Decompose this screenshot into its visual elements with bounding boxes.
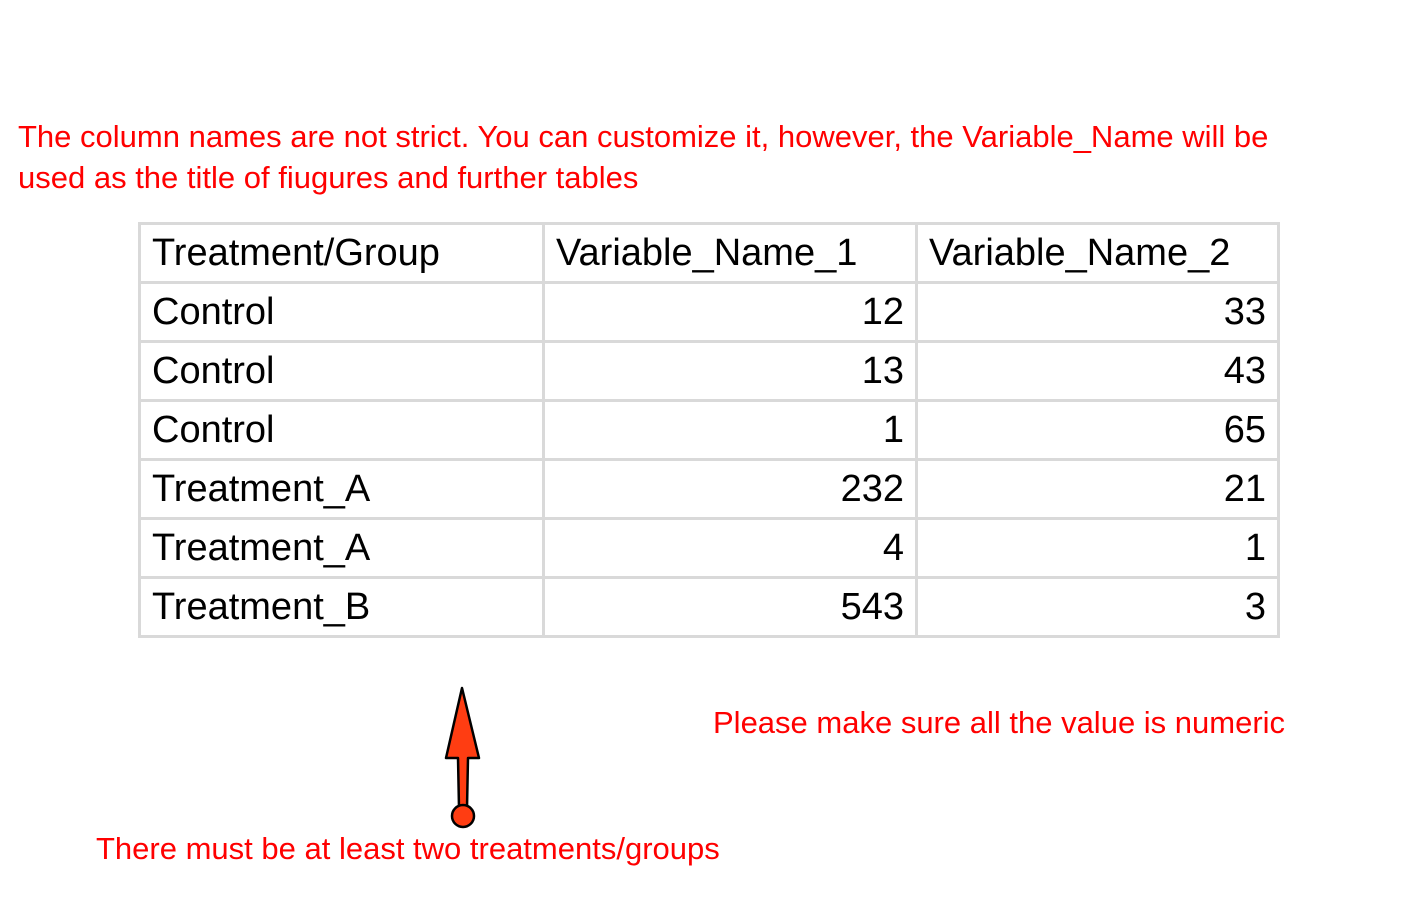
table-row: Control 12 33 <box>138 281 1280 343</box>
table-row: Treatment_A 4 1 <box>138 517 1280 579</box>
value-cell[interactable]: 543 <box>542 576 918 638</box>
value-cell[interactable]: 65 <box>915 399 1280 461</box>
group-cell[interactable]: Treatment_A <box>138 458 545 520</box>
table-row: Treatment_A 232 21 <box>138 458 1280 520</box>
value-cell[interactable]: 1 <box>915 517 1280 579</box>
table-row: Control 13 43 <box>138 340 1280 402</box>
value-cell[interactable]: 33 <box>915 281 1280 343</box>
group-cell[interactable]: Control <box>138 281 545 343</box>
value-cell[interactable]: 13 <box>542 340 918 402</box>
table-row: Treatment_B 543 3 <box>138 576 1280 638</box>
value-cell[interactable]: 4 <box>542 517 918 579</box>
value-cell[interactable]: 21 <box>915 458 1280 520</box>
value-cell[interactable]: 232 <box>542 458 918 520</box>
column-names-note-line-2: used as the title of fiugures and furthe… <box>18 160 639 195</box>
value-cell[interactable]: 12 <box>542 281 918 343</box>
groups-requirement-note: There must be at least two treatments/gr… <box>96 831 720 866</box>
header-variable-name-2[interactable]: Variable_Name_2 <box>915 222 1280 284</box>
column-names-note-line-1: The column names are not strict. You can… <box>18 119 1269 154</box>
group-cell[interactable]: Control <box>138 399 545 461</box>
group-cell[interactable]: Treatment_A <box>138 517 545 579</box>
numeric-values-note: Please make sure all the value is numeri… <box>713 705 1286 740</box>
example-data-table: Treatment/Group Variable_Name_1 Variable… <box>138 222 1280 638</box>
value-cell[interactable]: 3 <box>915 576 1280 638</box>
up-arrow-icon <box>444 686 481 829</box>
value-cell[interactable]: 1 <box>542 399 918 461</box>
header-variable-name-1[interactable]: Variable_Name_1 <box>542 222 918 284</box>
column-names-note: The column names are not strict. You can… <box>18 116 1268 198</box>
header-treatment-group[interactable]: Treatment/Group <box>138 222 545 284</box>
group-cell[interactable]: Control <box>138 340 545 402</box>
group-cell[interactable]: Treatment_B <box>138 576 545 638</box>
value-cell[interactable]: 43 <box>915 340 1280 402</box>
table-header-row: Treatment/Group Variable_Name_1 Variable… <box>138 222 1280 284</box>
table-row: Control 1 65 <box>138 399 1280 461</box>
